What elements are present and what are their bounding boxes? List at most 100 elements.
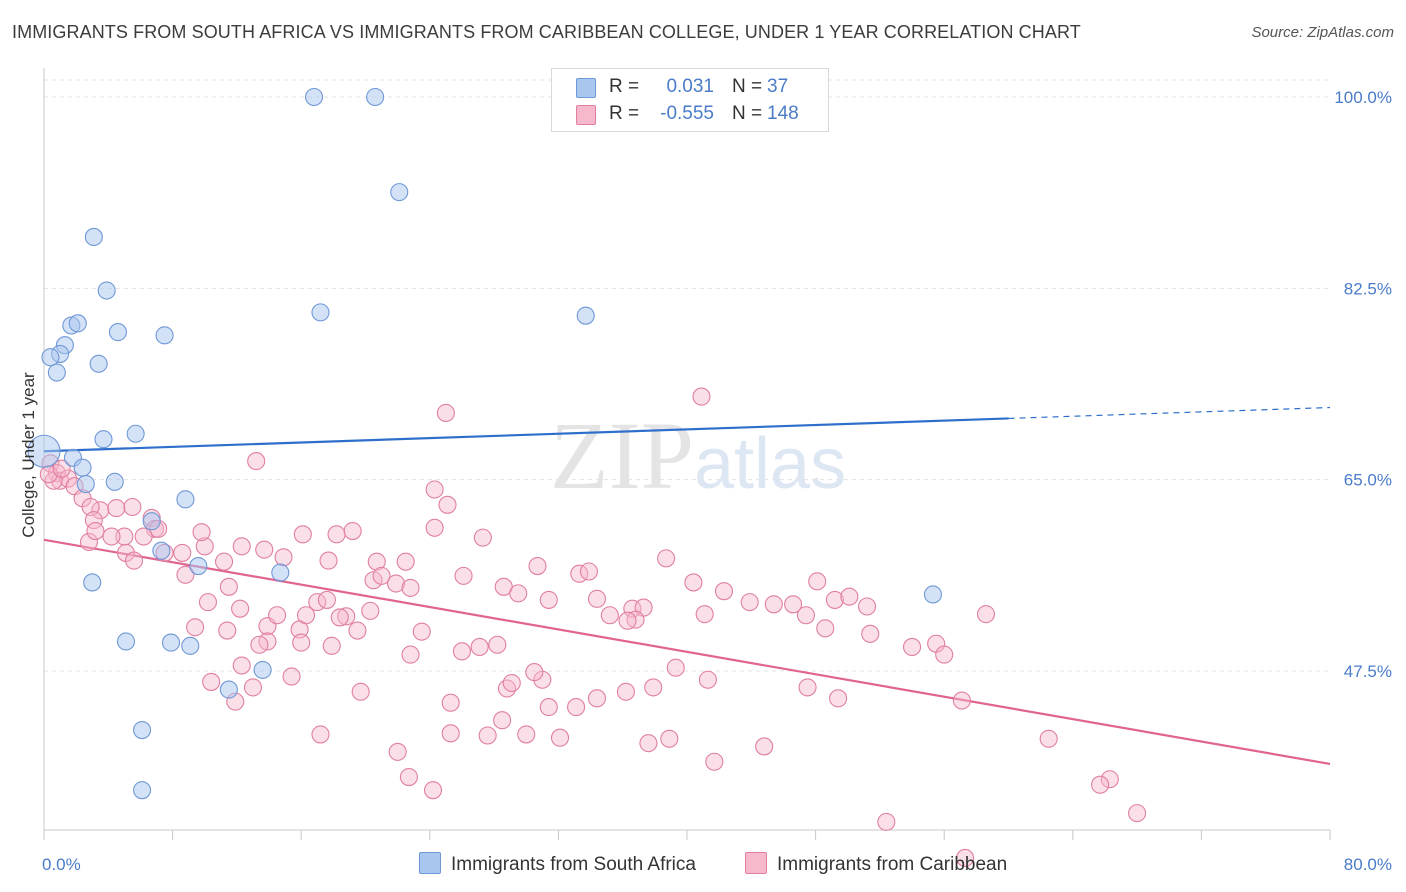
data-point-caribbean	[327, 525, 346, 544]
data-point-caribbean	[343, 522, 362, 541]
legend-r-value: -0.555	[660, 103, 714, 124]
bottom-legend-label: Immigrants from South Africa	[451, 854, 696, 875]
data-point-caribbean	[52, 459, 71, 478]
data-point-caribbean	[877, 812, 896, 831]
data-point-south-africa	[271, 563, 290, 582]
data-point-south-africa	[83, 573, 102, 592]
data-point-caribbean	[600, 606, 619, 625]
trend-line-south-africa	[43, 417, 1009, 453]
data-point-caribbean	[657, 549, 676, 568]
data-point-south-africa	[126, 424, 145, 443]
data-point-south-africa	[97, 281, 116, 300]
data-point-caribbean	[438, 495, 457, 514]
data-point-south-africa	[923, 585, 942, 604]
data-point-caribbean	[808, 572, 827, 591]
data-point-south-africa	[253, 660, 272, 679]
data-point-caribbean	[692, 387, 711, 406]
data-point-caribbean	[388, 742, 407, 761]
y-axis-title: College, Under 1 year	[19, 372, 38, 538]
data-point-caribbean	[579, 562, 598, 581]
data-point-south-africa	[176, 490, 195, 509]
data-point-caribbean	[525, 663, 544, 682]
legend-r-value: 0.031	[666, 76, 714, 97]
data-point-caribbean	[436, 403, 455, 423]
data-point-south-africa	[105, 472, 124, 491]
data-point-caribbean	[488, 635, 507, 654]
data-point-caribbean	[396, 552, 415, 571]
data-point-caribbean	[250, 635, 269, 654]
data-point-caribbean	[107, 499, 126, 518]
data-point-south-africa	[142, 512, 161, 531]
data-point-caribbean	[330, 608, 349, 627]
data-point-caribbean	[59, 469, 78, 488]
data-point-caribbean	[528, 556, 547, 576]
data-point-caribbean	[292, 633, 311, 652]
data-point-caribbean	[740, 593, 759, 612]
data-point-caribbean	[587, 589, 607, 608]
legend-row-caribbean: R = -0.555 N = 148	[552, 101, 828, 127]
watermark-zip: ZIP	[550, 402, 694, 509]
data-point-caribbean	[102, 527, 121, 546]
data-point-south-africa	[108, 323, 127, 342]
bottom-legend-swatch-pink	[745, 852, 767, 874]
data-point-caribbean	[274, 548, 293, 567]
data-point-caribbean	[517, 725, 536, 744]
data-point-caribbean	[825, 590, 844, 609]
data-point-caribbean	[386, 574, 406, 593]
data-point-caribbean	[86, 522, 105, 541]
south-africa-points	[27, 87, 942, 800]
data-point-south-africa	[133, 720, 152, 740]
legend-swatch-pink	[576, 105, 596, 125]
data-point-south-africa	[390, 183, 409, 202]
data-point-caribbean	[840, 587, 859, 606]
legend-n-label: N =	[732, 103, 763, 124]
data-point-caribbean	[587, 689, 607, 708]
data-point-south-africa	[366, 87, 385, 107]
legend-row-south-africa: R = 0.031 N = 37	[552, 74, 828, 100]
stats-legend: R = 0.031 N = 37 R = -0.555 N = 148	[551, 68, 829, 132]
data-point-caribbean	[764, 595, 783, 614]
data-point-caribbean	[351, 682, 370, 701]
data-point-caribbean	[956, 848, 975, 868]
data-point-caribbean	[1091, 775, 1110, 794]
data-point-south-africa	[27, 434, 61, 468]
axes	[43, 68, 1331, 840]
data-point-caribbean	[186, 618, 205, 637]
data-point-caribbean	[798, 678, 817, 697]
data-point-caribbean	[319, 551, 338, 570]
x-tick-label: 0.0%	[42, 855, 81, 874]
data-point-caribbean	[231, 599, 250, 618]
data-point-caribbean	[493, 711, 512, 730]
data-point-caribbean	[173, 543, 192, 562]
data-point-caribbean	[550, 728, 570, 747]
data-point-caribbean	[935, 645, 954, 664]
data-point-caribbean	[176, 565, 195, 584]
data-point-caribbean	[714, 582, 734, 601]
legend-n-value: 37	[767, 76, 789, 97]
data-point-caribbean	[247, 452, 266, 471]
data-point-caribbean	[296, 606, 316, 625]
data-point-caribbean	[441, 724, 460, 743]
data-point-caribbean	[218, 621, 237, 640]
data-point-caribbean	[412, 622, 431, 641]
data-point-caribbean	[425, 518, 444, 537]
data-point-caribbean	[79, 532, 99, 552]
data-point-caribbean	[698, 670, 717, 689]
data-point-caribbean	[219, 577, 238, 596]
y-tick-label: 100.0%	[1334, 88, 1392, 107]
bottom-legend-caribbean: Immigrants from Caribbean	[745, 852, 1007, 876]
data-point-south-africa	[116, 632, 136, 651]
data-point-caribbean	[282, 667, 301, 686]
data-point-south-africa	[84, 227, 103, 246]
y-tick-label: 47.5%	[1344, 662, 1392, 681]
data-point-caribbean	[232, 656, 251, 675]
data-point-caribbean	[317, 590, 336, 609]
watermark-atlas: atlas	[694, 424, 847, 504]
data-point-caribbean	[695, 605, 714, 624]
source-label: Source: ZipAtlas.com	[1251, 24, 1394, 41]
legend-n-value: 148	[767, 103, 799, 124]
data-point-south-africa	[155, 326, 174, 345]
data-point-caribbean	[243, 678, 263, 697]
data-point-caribbean	[134, 527, 153, 546]
data-point-caribbean	[829, 689, 848, 708]
